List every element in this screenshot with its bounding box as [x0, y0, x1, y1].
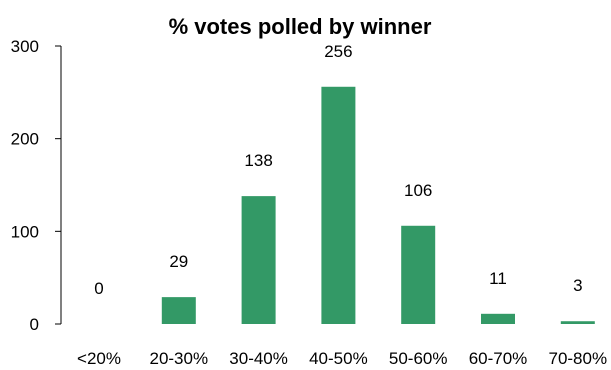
- chart-title: % votes polled by winner: [169, 14, 432, 39]
- bar-value-label: 3: [573, 276, 582, 295]
- x-tick-label: 50-60%: [389, 349, 448, 368]
- bar: [241, 196, 276, 324]
- bar: [401, 225, 436, 324]
- bars-group: [161, 86, 595, 324]
- y-tick-label: 300: [11, 37, 39, 56]
- bar-value-label: 106: [404, 181, 432, 200]
- x-tick-label: 40-50%: [309, 349, 368, 368]
- y-axis-ticks: 0 100 200 300: [11, 37, 61, 334]
- bar: [560, 321, 595, 324]
- bar: [161, 297, 196, 324]
- bar-value-label: 0: [94, 279, 103, 298]
- y-tick-label: 0: [30, 315, 39, 334]
- y-tick-label: 100: [11, 222, 39, 241]
- x-tick-label: 60-70%: [469, 349, 528, 368]
- bar: [481, 313, 515, 324]
- bar: [321, 86, 356, 324]
- bar-value-label: 256: [324, 42, 352, 61]
- bar-value-label: 29: [169, 252, 188, 271]
- x-tick-label: <20%: [77, 349, 121, 368]
- x-axis-tick-labels: <20% 20-30% 30-40% 40-50% 50-60% 60-70% 70-80%: [77, 349, 607, 368]
- x-tick-label: 70-80%: [548, 349, 607, 368]
- bar-value-label: 11: [489, 269, 507, 288]
- x-tick-label: 20-30%: [149, 349, 208, 368]
- bar-value-label: 138: [244, 151, 272, 170]
- y-tick-label: 200: [11, 130, 39, 149]
- value-labels-group: 0 29 138 256 106 11 3: [94, 42, 582, 298]
- x-tick-label: 30-40%: [229, 349, 288, 368]
